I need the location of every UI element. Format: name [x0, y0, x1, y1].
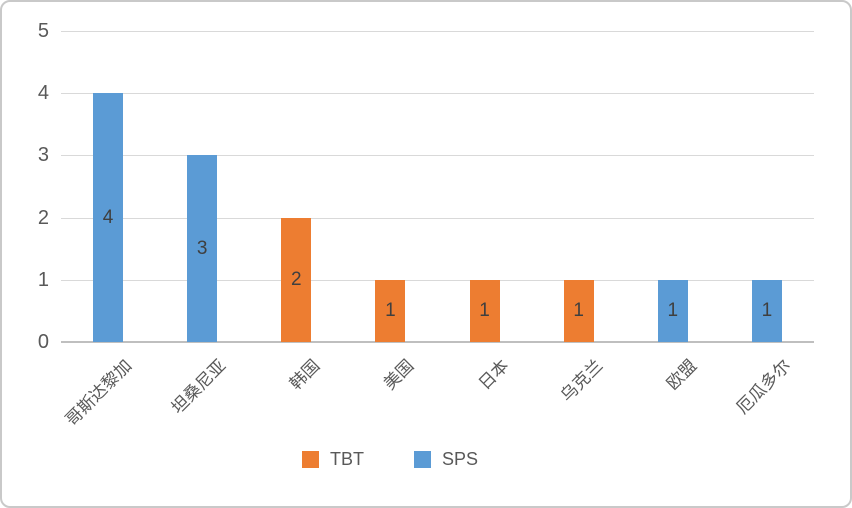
y-tick-label: 1 [37, 268, 49, 291]
x-tick-label: 美国 [380, 356, 418, 394]
legend-swatch-icon [414, 451, 431, 468]
x-tick-label: 韩国 [286, 356, 324, 394]
x-tick-label: 坦桑尼亚 [168, 356, 230, 418]
legend-label: TBT [330, 449, 364, 469]
x-axis-line [61, 341, 814, 343]
y-tick-label: 3 [37, 144, 49, 167]
bar-sps-2: 3 [187, 155, 218, 342]
bar-tbt-6: 1 [563, 279, 594, 342]
bar-value-label: 1 [479, 299, 490, 321]
bar-sps-7: 1 [657, 279, 688, 342]
y-tick-label: 4 [37, 82, 49, 105]
bar-tbt-5: 1 [469, 279, 500, 342]
bar-tbt-4: 1 [375, 279, 406, 342]
bar-sps-1: 4 [93, 93, 124, 342]
legend-label: SPS [442, 449, 479, 469]
bar-value-label: 1 [385, 299, 396, 321]
bar-value-label: 4 [102, 206, 114, 228]
bar-value-label: 1 [573, 299, 584, 321]
y-tick-label: 5 [37, 20, 49, 42]
gridline [61, 93, 814, 95]
gridline [61, 217, 814, 219]
x-tick-label: 哥斯达黎加 [61, 356, 136, 430]
bar-value-label: 3 [196, 237, 208, 259]
bar-value-label: 1 [667, 299, 679, 321]
gridline [61, 31, 814, 32]
gridline [61, 279, 814, 281]
bar-value-label: 2 [291, 268, 302, 290]
legend-swatch-icon [302, 451, 319, 468]
bar-value-label: 1 [761, 299, 773, 321]
x-tick-label: 欧盟 [662, 356, 701, 394]
x-tick-label: 厄瓜多尔 [732, 356, 795, 418]
plot-area: 4 哥斯达黎加 3 坦桑尼亚 2 韩国 1 美国 1 日本 1 乌克兰 1 欧盟 1 厄瓜多尔 [61, 31, 814, 430]
legend-item-tbt: TBT [302, 449, 364, 470]
chart-legend: TBT SPS [302, 449, 478, 470]
y-tick-label: 0 [37, 331, 49, 353]
x-tick-label: 乌克兰 [556, 356, 607, 406]
legend-item-sps: SPS [414, 449, 478, 470]
bar-sps-8: 1 [751, 279, 782, 342]
x-tick-label: 日本 [474, 356, 512, 394]
y-tick-label: 2 [37, 206, 49, 229]
gridline [61, 155, 814, 157]
bar-tbt-3: 2 [281, 217, 312, 342]
